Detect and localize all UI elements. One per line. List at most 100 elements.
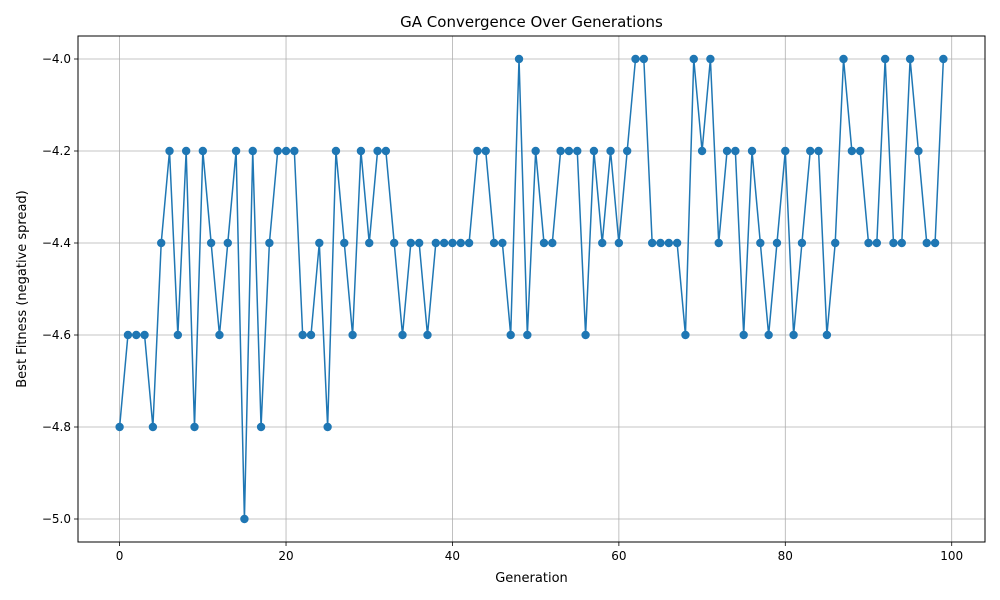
- data-point: [123, 330, 133, 340]
- data-point: [864, 238, 873, 248]
- data-point: [448, 238, 457, 248]
- data-point: [789, 330, 798, 340]
- data-point: [439, 238, 449, 248]
- data-point: [839, 54, 848, 64]
- y-tick-label: −4.0: [42, 52, 71, 66]
- data-point: [331, 146, 341, 156]
- x-tick-label: 60: [611, 549, 626, 563]
- data-point: [855, 146, 865, 156]
- data-point: [365, 238, 374, 248]
- x-tick-label: 40: [445, 549, 460, 563]
- data-point: [414, 238, 424, 248]
- data-point: [731, 146, 740, 156]
- data-point: [822, 330, 832, 340]
- data-point: [356, 146, 366, 156]
- data-point: [215, 330, 224, 340]
- data-point: [132, 330, 141, 340]
- data-point: [398, 330, 407, 340]
- data-point: [323, 422, 332, 432]
- data-point: [614, 238, 624, 248]
- data-point: [664, 238, 673, 248]
- data-point: [273, 146, 282, 156]
- data-point: [672, 238, 682, 248]
- data-point: [556, 146, 565, 156]
- data-point: [689, 54, 698, 64]
- data-point: [606, 146, 615, 156]
- data-point: [781, 146, 790, 156]
- data-point: [298, 330, 307, 340]
- data-point: [714, 238, 723, 248]
- data-point: [806, 146, 815, 156]
- data-point: [631, 54, 640, 64]
- y-tick-label: −4.2: [42, 144, 71, 158]
- data-point: [348, 330, 357, 340]
- data-point: [481, 146, 490, 156]
- x-tick-label: 0: [116, 549, 124, 563]
- data-point: [281, 146, 291, 156]
- x-tick-label: 100: [940, 549, 963, 563]
- data-point: [739, 330, 748, 340]
- data-point: [847, 146, 857, 156]
- data-point: [423, 330, 432, 340]
- data-point: [506, 330, 515, 340]
- data-point: [764, 330, 773, 340]
- data-point: [498, 238, 507, 248]
- data-point: [914, 146, 923, 156]
- data-point: [747, 146, 757, 156]
- data-point: [523, 330, 532, 340]
- data-point: [647, 238, 657, 248]
- data-point: [181, 146, 191, 156]
- data-point: [656, 238, 665, 248]
- data-point: [231, 146, 241, 156]
- data-point: [564, 146, 574, 156]
- data-point: [290, 146, 299, 156]
- data-point: [905, 54, 915, 64]
- data-point: [381, 146, 391, 156]
- data-point: [157, 238, 166, 248]
- data-point: [548, 238, 557, 248]
- data-point: [456, 238, 465, 248]
- data-point: [115, 422, 124, 432]
- data-point: [373, 146, 382, 156]
- data-point: [681, 330, 690, 340]
- data-point: [814, 146, 823, 156]
- data-point: [581, 330, 590, 340]
- data-point: [706, 54, 715, 64]
- data-point: [756, 238, 765, 248]
- data-point: [872, 238, 882, 248]
- data-point: [598, 238, 607, 248]
- data-point: [173, 330, 183, 340]
- data-point: [531, 146, 540, 156]
- y-tick-label: −4.4: [42, 236, 71, 250]
- data-point: [140, 330, 149, 340]
- data-point: [589, 146, 599, 156]
- series-line: [118, 58, 945, 520]
- data-point: [340, 238, 349, 248]
- data-point: [248, 146, 257, 156]
- data-point: [489, 238, 499, 248]
- data-point: [539, 238, 549, 248]
- data-point: [206, 238, 216, 248]
- data-point: [256, 422, 266, 432]
- data-point: [930, 238, 940, 248]
- series-fitness: [115, 54, 948, 524]
- data-point: [464, 238, 474, 248]
- data-point: [772, 238, 782, 248]
- y-tick-label: −5.0: [42, 512, 71, 526]
- data-point: [406, 238, 416, 248]
- data-point: [390, 238, 399, 248]
- data-point: [897, 238, 906, 248]
- data-point: [573, 146, 582, 156]
- data-point: [514, 54, 524, 64]
- data-point: [165, 146, 174, 156]
- data-point: [240, 514, 249, 524]
- data-point: [198, 146, 208, 156]
- x-tick-label: 80: [778, 549, 793, 563]
- data-point: [315, 238, 324, 248]
- data-point: [939, 54, 948, 64]
- data-point: [306, 330, 316, 340]
- data-point: [148, 422, 158, 432]
- data-point: [797, 238, 807, 248]
